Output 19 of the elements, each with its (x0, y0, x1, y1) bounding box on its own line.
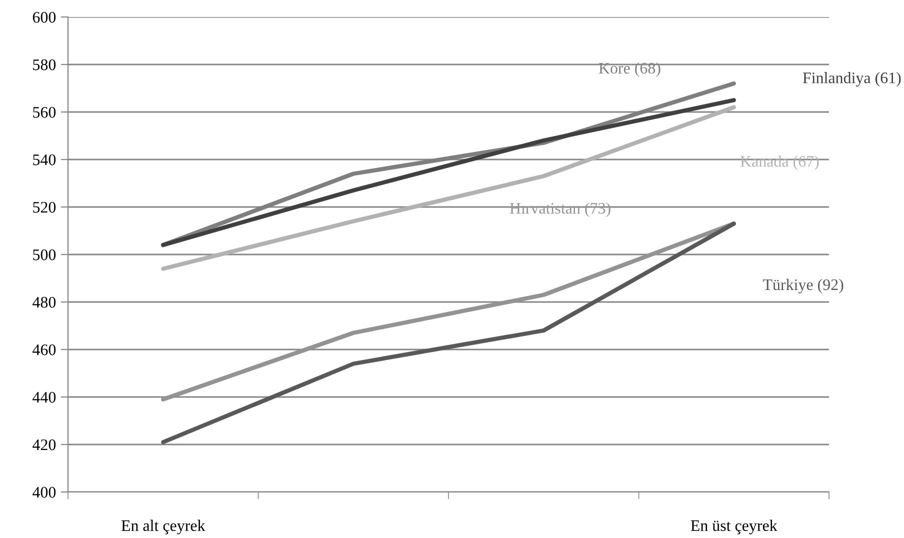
y-tick-label: 480 (32, 296, 56, 308)
y-tick-label: 420 (32, 439, 56, 450)
y-tick-label: 440 (32, 392, 56, 403)
line-series (161, 105, 736, 271)
text: Finlandiya (61) (802, 72, 901, 87)
y-tick-label: 540 (33, 154, 56, 166)
x-tick-label: En üst çeyrek (690, 520, 778, 534)
y-tick-label: 580 (33, 59, 56, 70)
text: Türkiye (92) (763, 278, 844, 294)
y-tick-label: 500 (33, 249, 56, 260)
y-tick-label: 400 (32, 486, 56, 498)
y-tick-label: 520 (33, 202, 56, 213)
x-tick-label: En alt çeyrek (121, 520, 206, 534)
y-tick-label: 600 (32, 12, 56, 23)
line-series (161, 222, 736, 444)
y-tick-label: 460 (32, 344, 56, 356)
series-label: Kore (68) (598, 62, 660, 77)
y-tick-label: 560 (33, 106, 56, 118)
line-series (161, 222, 736, 402)
